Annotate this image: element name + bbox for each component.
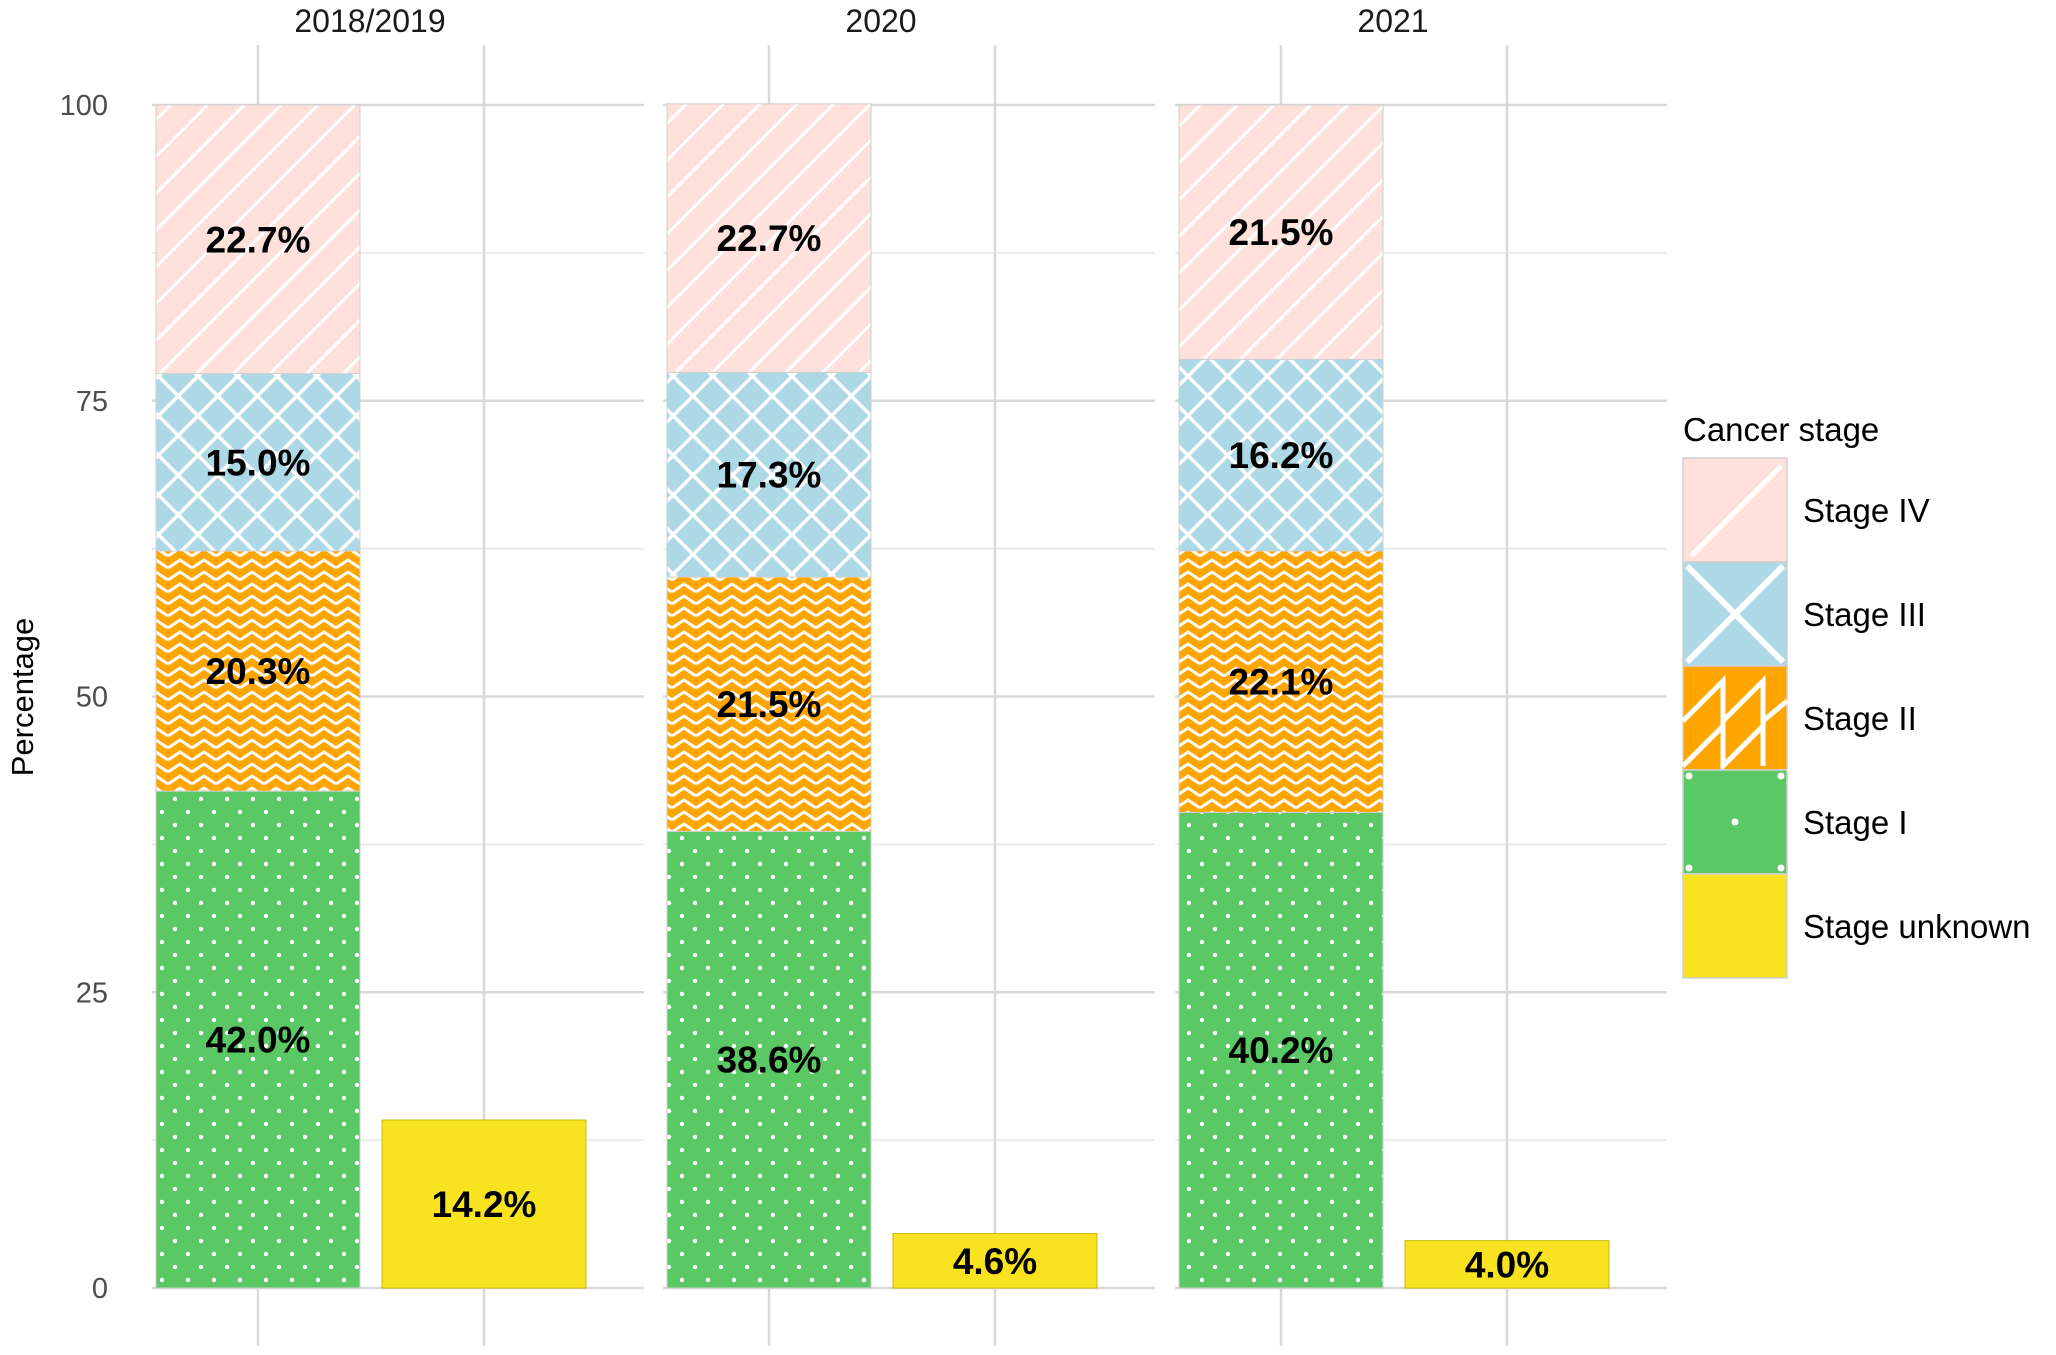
- data-label: 38.6%: [717, 1040, 822, 1081]
- legend-label: Stage I: [1803, 804, 1908, 841]
- legend-item-stage-iv: Stage IV: [1682, 457, 1930, 563]
- data-label: 22.7%: [206, 219, 311, 260]
- data-label: 40.2%: [1229, 1030, 1334, 1071]
- y-tick-label: 100: [60, 90, 108, 122]
- data-label: 15.0%: [206, 442, 311, 483]
- bars: [155, 103, 1610, 1289]
- data-label: 17.3%: [717, 455, 822, 496]
- y-tick-label: 50: [76, 682, 108, 714]
- facet-label: 2018/2019: [294, 3, 445, 39]
- bar-segment-stage-i: [666, 830, 872, 1289]
- legend-label: Stage II: [1803, 700, 1917, 737]
- grid: [152, 45, 1667, 1346]
- data-label: 20.3%: [206, 651, 311, 692]
- legend-label: Stage IV: [1803, 492, 1930, 529]
- legend-title: Cancer stage: [1683, 411, 1879, 448]
- legend-swatch: [1682, 873, 1788, 979]
- data-label: 22.1%: [1229, 662, 1334, 703]
- y-axis-title: Percentage: [5, 618, 40, 777]
- y-tick-label: 75: [76, 386, 108, 418]
- data-label: 4.6%: [953, 1241, 1037, 1282]
- legend-item-stage-unknown: Stage unknown: [1682, 873, 2031, 979]
- bar-stage-unknown: [381, 1119, 587, 1289]
- bar-segment-stage-i: [1178, 811, 1384, 1289]
- y-axis-ticks: 0 25 50 75 100: [60, 90, 108, 1305]
- data-label: 16.2%: [1229, 435, 1334, 476]
- bar-segment-stage-iii: [155, 373, 361, 552]
- data-label: 14.2%: [432, 1184, 537, 1225]
- bar-segment-stage-iv: [666, 103, 872, 373]
- bar-segment-stage-i: [155, 790, 361, 1289]
- legend: Cancer stage Stage IV Stage III Stage II St…: [1681, 411, 2031, 979]
- legend-label: Stage III: [1803, 596, 1926, 633]
- data-label: 22.7%: [717, 218, 822, 259]
- bar-segment-stage-ii: [666, 576, 872, 832]
- y-tick-label: 0: [92, 1273, 108, 1305]
- facet-label: 2020: [845, 3, 916, 39]
- data-label: 42.0%: [206, 1020, 311, 1061]
- bar-segment-stage-iv: [1178, 104, 1384, 360]
- data-labels: 42.0% 20.3% 15.0% 22.7% 14.2% 38.6% 21.5% 17.3%…: [206, 212, 1550, 1285]
- data-label: 4.0%: [1465, 1244, 1549, 1285]
- data-label: 21.5%: [1229, 212, 1334, 253]
- data-label: 21.5%: [717, 684, 822, 725]
- bar-stage-unknown: [892, 1233, 1098, 1289]
- bar-segment-stage-iii: [1178, 358, 1384, 552]
- bar-segment-stage-ii: [1178, 550, 1384, 813]
- facet-label: 2021: [1357, 3, 1428, 39]
- legend-item-stage-iii: Stage III: [1682, 561, 1926, 667]
- legend-label: Stage unknown: [1803, 908, 2031, 945]
- y-tick-label: 25: [76, 977, 108, 1009]
- bar-segment-stage-iv: [155, 104, 361, 375]
- bar-segment-stage-iii: [666, 371, 872, 578]
- legend-item-stage-ii: Stage II: [1681, 665, 1917, 773]
- facet-labels: 2018/2019 2020 2021: [294, 3, 1428, 39]
- bar-stage-unknown: [1404, 1240, 1610, 1289]
- bar-segment-stage-ii: [155, 550, 361, 792]
- legend-item-stage-i: Stage I: [1682, 769, 1908, 875]
